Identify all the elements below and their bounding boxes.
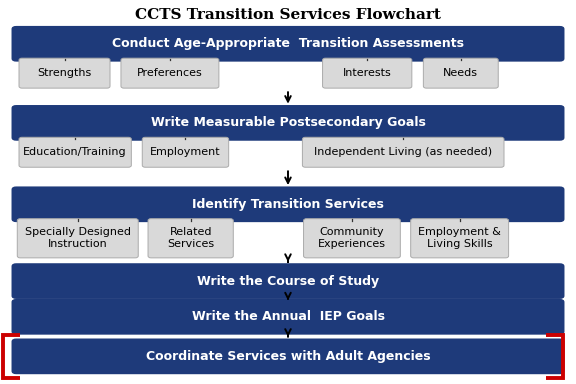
FancyBboxPatch shape bbox=[12, 186, 564, 222]
FancyBboxPatch shape bbox=[12, 299, 564, 335]
Text: Write the Course of Study: Write the Course of Study bbox=[197, 275, 379, 288]
Text: CCTS Transition Services Flowchart: CCTS Transition Services Flowchart bbox=[135, 8, 441, 22]
FancyBboxPatch shape bbox=[423, 58, 498, 88]
FancyBboxPatch shape bbox=[411, 219, 509, 258]
FancyBboxPatch shape bbox=[142, 137, 229, 167]
Text: Strengths: Strengths bbox=[37, 68, 92, 78]
Text: Identify Transition Services: Identify Transition Services bbox=[192, 198, 384, 211]
Text: Related
Services: Related Services bbox=[167, 227, 214, 249]
FancyBboxPatch shape bbox=[12, 339, 564, 374]
Text: Needs: Needs bbox=[444, 68, 478, 78]
FancyBboxPatch shape bbox=[12, 26, 564, 62]
FancyBboxPatch shape bbox=[121, 58, 219, 88]
Text: Write Measurable Postsecondary Goals: Write Measurable Postsecondary Goals bbox=[150, 116, 426, 129]
Text: Education/Training: Education/Training bbox=[24, 147, 127, 157]
Text: Employment &
Living Skills: Employment & Living Skills bbox=[418, 227, 501, 249]
Text: Conduct Age-Appropriate  Transition Assessments: Conduct Age-Appropriate Transition Asses… bbox=[112, 37, 464, 50]
Text: Interests: Interests bbox=[343, 68, 392, 78]
FancyBboxPatch shape bbox=[12, 263, 564, 299]
FancyBboxPatch shape bbox=[323, 58, 412, 88]
FancyBboxPatch shape bbox=[148, 219, 233, 258]
Text: Independent Living (as needed): Independent Living (as needed) bbox=[314, 147, 492, 157]
FancyBboxPatch shape bbox=[302, 137, 504, 167]
FancyBboxPatch shape bbox=[19, 137, 131, 167]
FancyBboxPatch shape bbox=[17, 219, 138, 258]
FancyBboxPatch shape bbox=[304, 219, 400, 258]
Text: Employment: Employment bbox=[150, 147, 221, 157]
Text: Write the Annual  IEP Goals: Write the Annual IEP Goals bbox=[191, 310, 385, 323]
Text: Coordinate Services with Adult Agencies: Coordinate Services with Adult Agencies bbox=[146, 350, 430, 363]
FancyBboxPatch shape bbox=[12, 105, 564, 141]
Text: Preferences: Preferences bbox=[137, 68, 203, 78]
Text: Specially Designed
Instruction: Specially Designed Instruction bbox=[25, 227, 131, 249]
FancyBboxPatch shape bbox=[19, 58, 110, 88]
Text: Community
Experiences: Community Experiences bbox=[318, 227, 386, 249]
